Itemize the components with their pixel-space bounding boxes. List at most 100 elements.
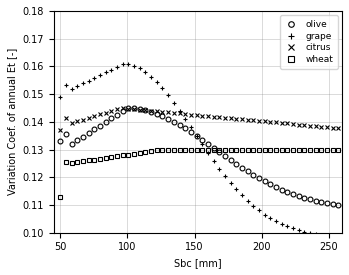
grape — [245, 199, 250, 203]
olive — [104, 120, 108, 123]
wheat — [251, 148, 255, 151]
citrus — [109, 109, 113, 112]
olive — [183, 127, 187, 130]
wheat — [98, 157, 102, 160]
grape — [166, 94, 170, 97]
wheat — [132, 152, 136, 156]
citrus — [331, 126, 335, 129]
grape — [302, 230, 306, 233]
olive — [155, 112, 159, 115]
citrus — [229, 117, 233, 120]
grape — [121, 62, 125, 66]
wheat — [331, 148, 335, 151]
grape — [234, 188, 238, 191]
olive — [75, 139, 80, 142]
citrus — [64, 117, 68, 120]
olive — [58, 140, 62, 143]
olive — [143, 109, 148, 112]
wheat — [138, 152, 142, 155]
grape — [115, 65, 119, 68]
olive — [319, 200, 324, 204]
wheat — [268, 148, 272, 151]
olive — [200, 138, 204, 142]
grape — [126, 62, 131, 66]
grape — [81, 82, 85, 85]
grape — [149, 75, 153, 78]
citrus — [58, 128, 62, 132]
olive — [302, 196, 306, 199]
Line: citrus: citrus — [58, 106, 341, 133]
olive — [297, 194, 301, 198]
grape — [194, 134, 199, 138]
olive — [229, 158, 233, 162]
citrus — [87, 116, 91, 120]
olive — [206, 142, 210, 145]
citrus — [223, 116, 227, 119]
olive — [64, 133, 68, 136]
citrus — [172, 111, 176, 115]
olive — [81, 135, 85, 138]
grape — [325, 234, 329, 237]
citrus — [155, 110, 159, 113]
wheat — [92, 158, 97, 161]
wheat — [161, 148, 165, 151]
citrus — [143, 109, 148, 112]
grape — [297, 229, 301, 232]
olive — [92, 128, 97, 131]
wheat — [223, 148, 227, 151]
wheat — [104, 156, 108, 160]
wheat — [172, 148, 176, 151]
olive — [308, 198, 312, 201]
citrus — [81, 118, 85, 121]
olive — [325, 202, 329, 205]
wheat — [325, 148, 329, 151]
citrus — [245, 118, 250, 122]
grape — [172, 101, 176, 104]
grape — [104, 71, 108, 74]
grape — [70, 87, 74, 91]
wheat — [177, 148, 181, 151]
grape — [58, 95, 62, 98]
olive — [262, 180, 267, 183]
citrus — [268, 120, 272, 123]
grape — [291, 227, 295, 230]
citrus — [75, 120, 80, 123]
wheat — [257, 148, 261, 151]
olive — [87, 131, 91, 134]
citrus — [257, 119, 261, 122]
citrus — [115, 108, 119, 111]
citrus — [161, 110, 165, 114]
olive — [149, 110, 153, 113]
olive — [70, 142, 74, 145]
grape — [138, 67, 142, 70]
wheat — [183, 148, 187, 151]
grape — [262, 213, 267, 216]
citrus — [308, 124, 312, 127]
citrus — [217, 116, 221, 119]
olive — [257, 177, 261, 180]
citrus — [104, 111, 108, 114]
citrus — [138, 108, 142, 111]
wheat — [64, 160, 68, 163]
citrus — [280, 121, 284, 125]
olive — [336, 204, 340, 207]
Y-axis label: Variation Coef. of annual Et [-]: Variation Coef. of annual Et [-] — [7, 48, 17, 196]
wheat — [319, 148, 324, 151]
grape — [143, 70, 148, 73]
citrus — [211, 115, 216, 118]
citrus — [92, 114, 97, 118]
wheat — [302, 148, 306, 151]
wheat — [280, 148, 284, 151]
grape — [308, 231, 312, 235]
olive — [331, 203, 335, 206]
wheat — [121, 154, 125, 157]
wheat — [240, 148, 244, 151]
Line: wheat: wheat — [58, 147, 341, 199]
citrus — [194, 113, 199, 117]
citrus — [200, 114, 204, 117]
X-axis label: Sbc [mm]: Sbc [mm] — [174, 258, 222, 268]
olive — [251, 173, 255, 177]
wheat — [166, 148, 170, 151]
olive — [211, 146, 216, 150]
citrus — [206, 114, 210, 118]
